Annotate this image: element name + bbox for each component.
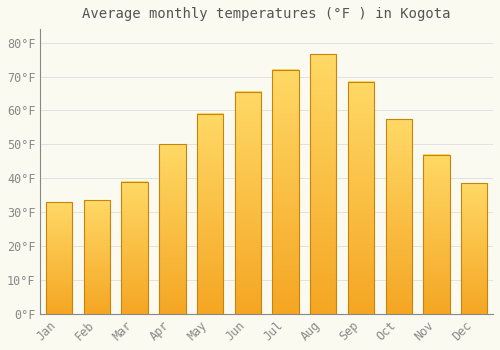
Bar bbox=[46, 202, 72, 314]
Bar bbox=[348, 82, 374, 314]
Bar bbox=[234, 92, 261, 314]
Bar bbox=[159, 144, 186, 314]
Bar bbox=[386, 119, 412, 314]
Bar bbox=[197, 114, 224, 314]
Bar bbox=[122, 182, 148, 314]
Bar bbox=[272, 70, 299, 314]
Bar bbox=[310, 55, 336, 314]
Bar bbox=[461, 183, 487, 314]
Bar bbox=[84, 200, 110, 314]
Title: Average monthly temperatures (°F ) in Kogota: Average monthly temperatures (°F ) in Ko… bbox=[82, 7, 451, 21]
Bar bbox=[424, 154, 450, 314]
